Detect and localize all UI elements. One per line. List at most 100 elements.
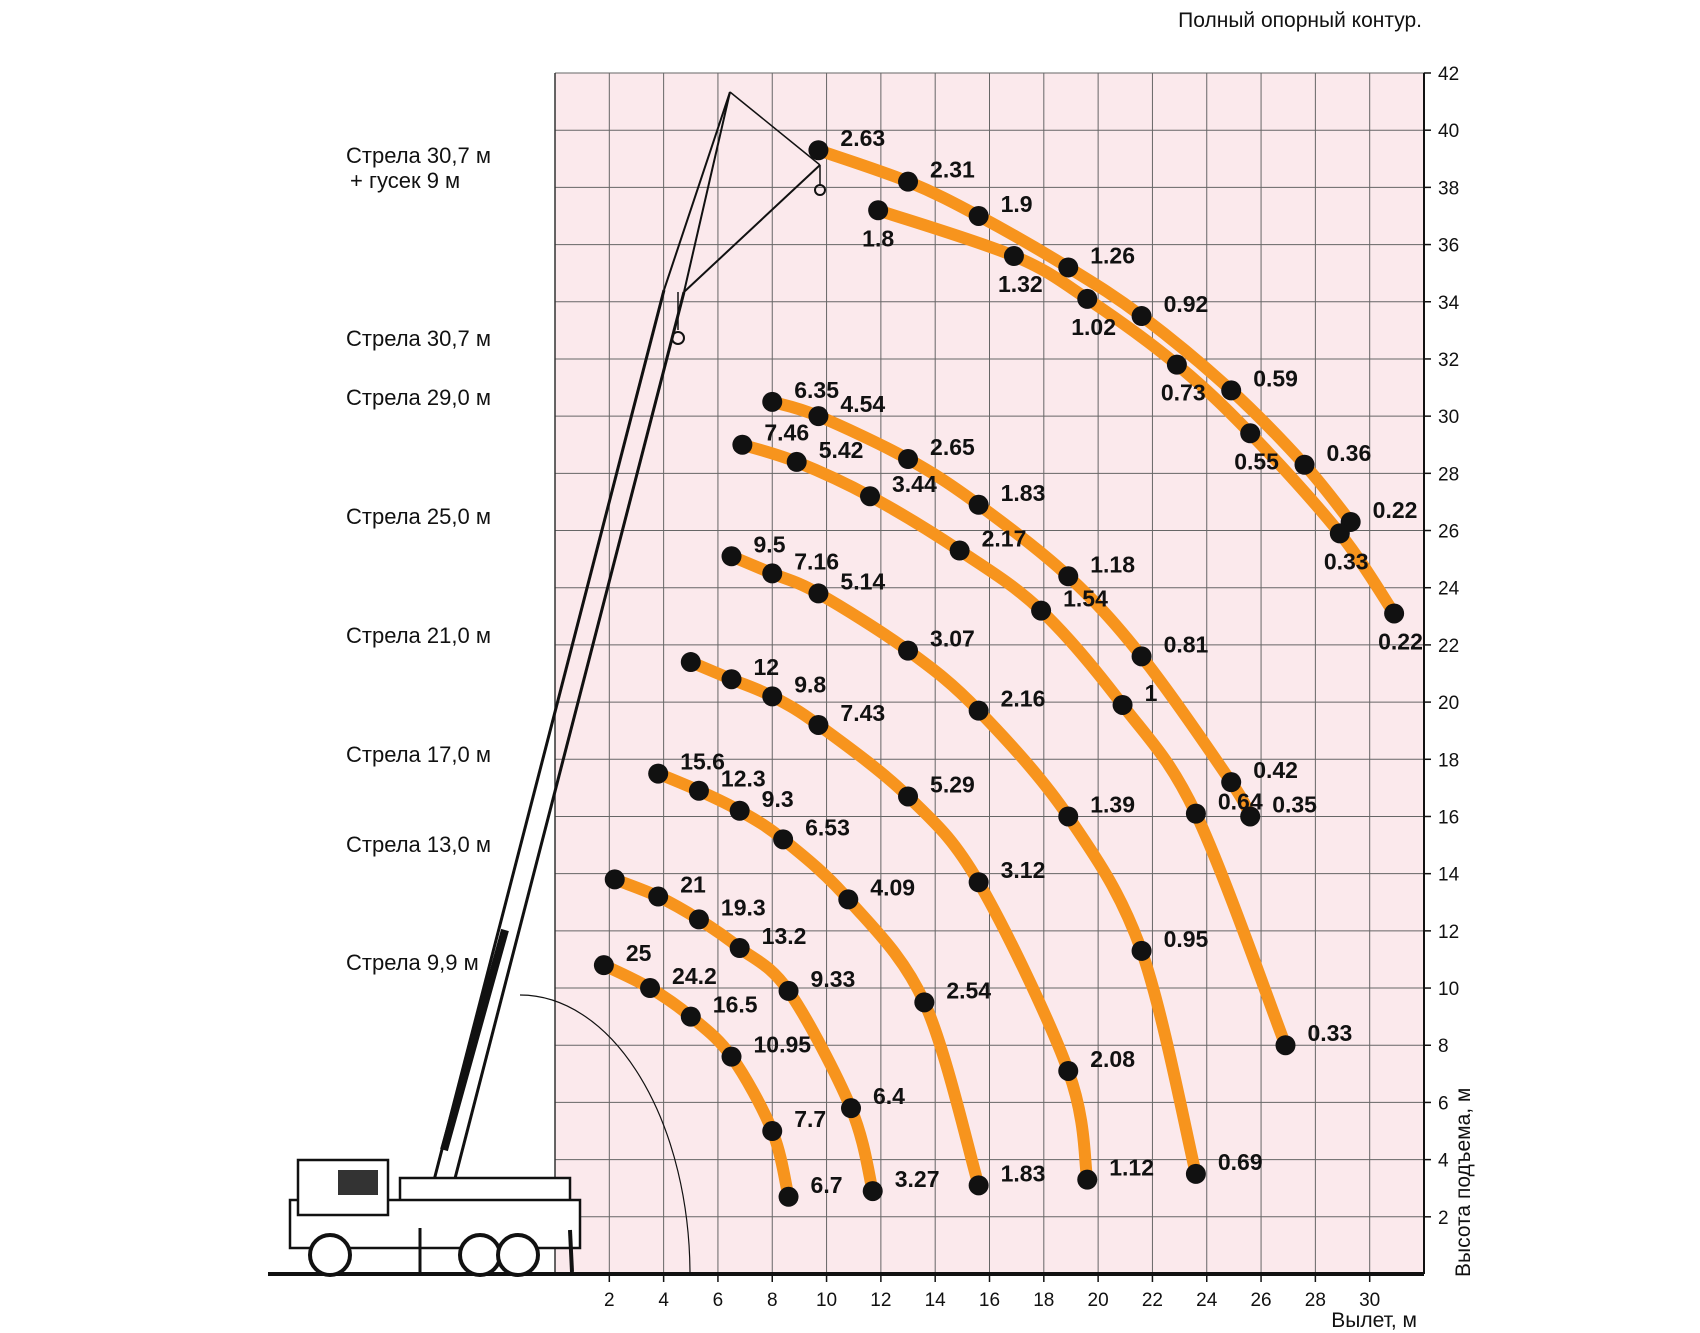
load-points [593,140,1405,1207]
load-value-label: 1.8 [862,225,894,251]
load-point [1003,246,1024,267]
load-point [898,449,919,470]
x-tick-label: 22 [1142,1290,1163,1311]
load-point [762,391,783,412]
crane-line [430,289,666,1189]
y-tick-label: 34 [1438,293,1460,314]
load-point [1329,523,1350,544]
wheel-icon [308,1233,352,1277]
load-point [1112,694,1133,715]
load-value-label: 3.27 [895,1166,940,1192]
load-point [604,869,625,890]
load-point [1131,940,1152,961]
load-value-label: 3.44 [892,471,937,497]
load-point [1384,603,1405,624]
crane-line [729,91,821,166]
crane-line [450,291,686,1191]
load-value-label: 0.35 [1272,791,1317,817]
x-tick-label: 4 [658,1290,669,1311]
x-tick-label: 18 [1033,1290,1054,1311]
load-point [680,652,701,673]
load-value-label: 4.54 [840,391,885,417]
boom-label-13-0: Стрела 13,0 м [346,832,491,857]
load-point [1221,380,1242,401]
boom-label-17-0: Стрела 17,0 м [346,742,491,767]
load-value-label: 4.09 [870,874,915,900]
load-point [1166,354,1187,375]
wheel-icon [496,1233,540,1277]
load-point [838,889,859,910]
x-tick-label: 12 [870,1290,891,1311]
load-value-label: 9.8 [794,671,826,697]
load-value-label: 1.32 [998,271,1043,297]
load-value-label: 16.5 [713,992,758,1018]
load-value-label: 0.81 [1164,631,1209,657]
y-tick-label: 24 [1438,579,1460,600]
y-tick-label: 6 [1438,1093,1449,1114]
load-value-label: 12.3 [721,766,766,792]
load-point [640,978,661,999]
load-value-label: 0.69 [1218,1149,1263,1175]
x-tick-label: 8 [767,1290,778,1311]
load-value-label: 6.7 [811,1172,843,1198]
load-value-label: 0.64 [1218,789,1263,815]
load-point [688,909,709,930]
load-point [1058,806,1079,827]
crane-line [683,164,821,293]
load-point [1058,1060,1079,1081]
load-value-label: 2.08 [1090,1046,1135,1072]
load-point [1185,803,1206,824]
y-tick-label: 12 [1438,922,1459,943]
y-axis-label: Высота подъема, м [1452,1088,1475,1277]
load-value-label: 1.26 [1090,242,1135,268]
load-point [841,1098,862,1119]
load-point [648,886,669,907]
load-value-label: 0.33 [1324,548,1369,574]
load-point [721,669,742,690]
x-tick-label: 10 [816,1290,837,1311]
load-point [1221,772,1242,793]
load-point [898,171,919,192]
load-value-label: 25 [626,940,652,966]
load-point [688,780,709,801]
load-point [968,494,989,515]
load-value-label: 0.73 [1161,380,1206,406]
load-point [808,140,829,161]
load-value-label: 0.59 [1253,365,1298,391]
load-value-label: 6.53 [805,814,850,840]
load-point [1185,1163,1206,1184]
x-tick-label: 20 [1088,1290,1109,1311]
load-value-label: 7.43 [840,700,885,726]
y-tick-label: 40 [1438,121,1459,142]
crane-illustration [288,91,826,1277]
load-curve-6 [766,395,1257,823]
y-tick-label: 38 [1438,178,1459,199]
load-value-label: 0.22 [1373,497,1418,523]
load-point [1058,566,1079,587]
load-point [1031,600,1052,621]
load-value-label: 9.33 [811,966,856,992]
load-value-label: 2.16 [1001,686,1046,712]
load-value-label: 0.36 [1327,440,1372,466]
crane-line [440,928,509,1152]
load-point [1240,423,1261,444]
load-value-label: 1.9 [1001,191,1033,217]
x-axis-label: Вылет, м [1331,1309,1417,1332]
y-tick-label: 30 [1438,407,1459,428]
load-value-label: 0.55 [1234,448,1279,474]
load-point [721,546,742,567]
load-point [860,486,881,507]
load-labels: 2524.216.510.957.76.72119.313.29.336.43.… [626,125,1423,1198]
y-tick-label: 42 [1438,64,1459,85]
crane-line [568,1229,574,1273]
load-value-label: 5.14 [840,568,885,594]
load-point [680,1006,701,1027]
load-point [778,980,799,1001]
load-point [786,451,807,472]
y-tick-label: 20 [1438,693,1459,714]
load-point [1058,257,1079,278]
boom-label-30-7-jib: Стрела 30,7 м [346,143,491,168]
load-point [1275,1035,1296,1056]
load-point [732,434,753,455]
